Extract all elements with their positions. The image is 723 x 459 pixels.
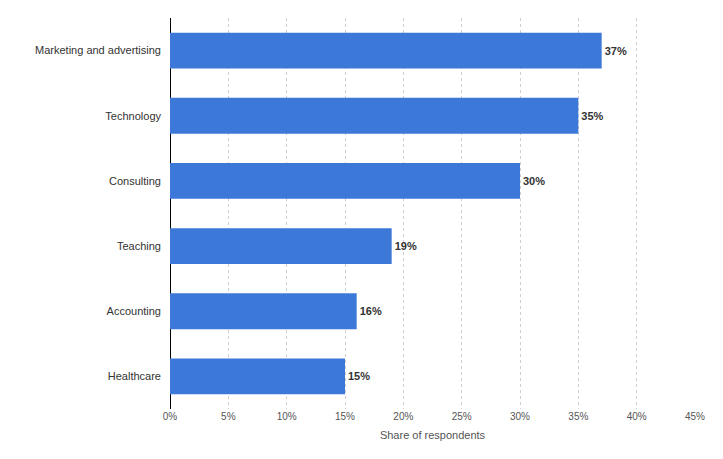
svg-text:45%: 45%: [685, 411, 705, 422]
svg-text:Consulting: Consulting: [109, 175, 161, 187]
svg-text:30%: 30%: [510, 411, 530, 422]
svg-text:10%: 10%: [277, 411, 297, 422]
svg-text:5%: 5%: [221, 411, 236, 422]
svg-text:20%: 20%: [393, 411, 413, 422]
svg-text:37%: 37%: [605, 45, 627, 57]
svg-text:15%: 15%: [348, 370, 370, 382]
svg-text:Accounting: Accounting: [107, 305, 161, 317]
svg-text:19%: 19%: [395, 240, 417, 252]
svg-text:Technology: Technology: [105, 110, 161, 122]
svg-text:0%: 0%: [163, 411, 178, 422]
svg-text:Share of respondents: Share of respondents: [380, 429, 486, 441]
svg-text:25%: 25%: [452, 411, 472, 422]
svg-text:Teaching: Teaching: [117, 240, 161, 252]
svg-text:Healthcare: Healthcare: [108, 370, 161, 382]
svg-text:35%: 35%: [581, 110, 603, 122]
svg-text:40%: 40%: [627, 411, 647, 422]
svg-text:Marketing and advertising: Marketing and advertising: [35, 44, 161, 56]
svg-text:35%: 35%: [568, 411, 588, 422]
svg-text:30%: 30%: [523, 175, 545, 187]
svg-text:15%: 15%: [335, 411, 355, 422]
svg-text:16%: 16%: [360, 305, 382, 317]
